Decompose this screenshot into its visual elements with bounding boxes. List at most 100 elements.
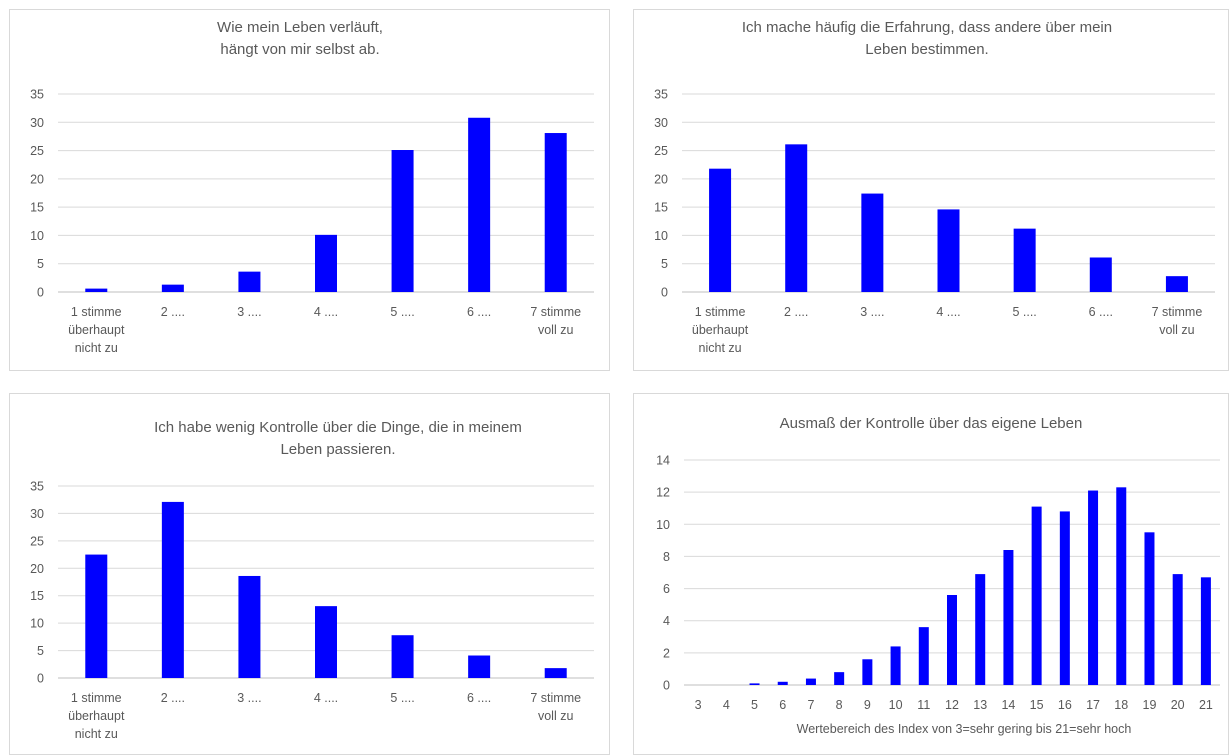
y-tick-label: 30 [30, 116, 44, 130]
x-category-label: voll zu [538, 709, 573, 723]
bar [1172, 574, 1183, 685]
x-category-label: 5 .... [390, 305, 414, 319]
bar [238, 271, 261, 292]
y-tick-label: 8 [663, 550, 670, 564]
x-category-label: 20 [1171, 698, 1185, 712]
x-category-label: überhaupt [692, 323, 749, 337]
x-category-label: 3 [695, 698, 702, 712]
bar [391, 150, 414, 292]
y-tick-label: 10 [654, 229, 668, 243]
x-category-label: 7 stimme [530, 691, 581, 705]
chart-1-svg: Wie mein Leben verläuft, hängt von mir se… [30, 19, 594, 355]
x-category-label: 5 [751, 698, 758, 712]
x-category-label: 21 [1199, 698, 1213, 712]
x-category-label: überhaupt [68, 709, 125, 723]
y-tick-label: 0 [663, 679, 670, 693]
x-category-label: 2 .... [784, 305, 808, 319]
x-category-label: 6 [779, 698, 786, 712]
x-category-label: 6 .... [467, 305, 491, 319]
x-category-label: 11 [917, 698, 930, 712]
bar [238, 575, 261, 678]
bar [749, 683, 760, 685]
x-category-label: 3 .... [860, 305, 884, 319]
bar [315, 606, 337, 678]
x-category-label: 2 .... [161, 305, 185, 319]
chart-title-line: Wie mein Leben verläuft, [217, 19, 383, 36]
x-category-label: 9 [864, 698, 871, 712]
y-tick-label: 25 [30, 534, 44, 548]
chart-panel-1: Wie mein Leben verläuft, hängt von mir se… [9, 9, 610, 371]
x-axis-label: Wertebereich des Index von 3=sehr gering… [797, 722, 1132, 736]
x-category-label: 17 [1086, 698, 1100, 712]
bar [1144, 532, 1155, 685]
chart-panel-4: Ausmaß der Kontrolle über das eigene Leb… [633, 393, 1229, 755]
x-category-label: 18 [1114, 698, 1128, 712]
x-category-label: nicht zu [699, 341, 742, 355]
x-category-label: 3 .... [237, 691, 261, 705]
x-category-label: 15 [1030, 698, 1044, 712]
bar [391, 635, 414, 678]
y-tick-label: 2 [663, 646, 670, 660]
bar [918, 627, 929, 685]
chart-panel-2: Ich mache häufig die Erfahrung, dass and… [633, 9, 1229, 371]
y-tick-label: 15 [30, 589, 44, 603]
x-category-label: voll zu [538, 323, 573, 337]
y-tick-label: 30 [30, 507, 44, 521]
x-category-label: voll zu [1159, 323, 1194, 337]
bar [468, 117, 491, 292]
x-category-label: 3 .... [237, 305, 261, 319]
bar [890, 646, 901, 685]
y-tick-label: 0 [37, 672, 44, 686]
bar [1116, 487, 1127, 685]
bar [834, 672, 845, 685]
y-tick-label: 14 [656, 454, 670, 468]
x-category-label: 8 [836, 698, 843, 712]
x-category-label: 14 [1001, 698, 1015, 712]
bar [85, 288, 108, 292]
chart-4-svg: Ausmaß der Kontrolle über das eigene Leb… [656, 415, 1220, 736]
y-tick-label: 5 [661, 257, 668, 271]
bar [777, 681, 788, 685]
x-category-label: 4 .... [314, 691, 338, 705]
x-category-label: nicht zu [75, 727, 118, 741]
bar [1089, 257, 1112, 292]
bar [468, 655, 491, 678]
x-category-label: 12 [945, 698, 959, 712]
bar [161, 284, 184, 292]
x-category-label: 7 [807, 698, 814, 712]
bar [1200, 577, 1211, 685]
chart-title-line: Ich habe wenig Kontrolle über die Dinge,… [154, 419, 522, 436]
x-category-label: 13 [973, 698, 987, 712]
bar [937, 209, 960, 292]
chart-2-svg: Ich mache häufig die Erfahrung, dass and… [654, 19, 1215, 355]
bar [947, 595, 957, 685]
x-category-label: 1 stimme [71, 691, 122, 705]
y-tick-label: 4 [663, 614, 670, 628]
x-category-label: 4 .... [314, 305, 338, 319]
x-category-label: 4 [723, 698, 730, 712]
x-category-label: 19 [1143, 698, 1157, 712]
bar [805, 678, 816, 685]
chart-3-svg: Ich habe wenig Kontrolle über die Dinge,… [30, 419, 594, 741]
chart-title-line: Ich mache häufig die Erfahrung, dass and… [742, 19, 1112, 36]
y-tick-label: 20 [654, 172, 668, 186]
y-tick-label: 10 [30, 229, 44, 243]
x-category-label: 1 stimme [71, 305, 122, 319]
bar [1059, 511, 1070, 685]
y-tick-label: 5 [37, 644, 44, 658]
y-tick-label: 20 [30, 172, 44, 186]
bar [785, 144, 808, 292]
chart-title-line: Ausmaß der Kontrolle über das eigene Leb… [780, 415, 1083, 432]
chart-panel-3: Ich habe wenig Kontrolle über die Dinge,… [9, 393, 610, 755]
y-tick-label: 20 [30, 562, 44, 576]
bar [709, 168, 732, 292]
bar [862, 659, 873, 685]
bar [1088, 490, 1099, 685]
x-category-label: 7 stimme [1152, 305, 1203, 319]
y-tick-label: 10 [30, 617, 44, 631]
x-category-label: 1 stimme [695, 305, 746, 319]
y-tick-label: 5 [37, 257, 44, 271]
x-category-label: 5 .... [1012, 305, 1036, 319]
chart-title-line: Leben bestimmen. [865, 41, 988, 58]
y-tick-label: 35 [30, 88, 44, 102]
